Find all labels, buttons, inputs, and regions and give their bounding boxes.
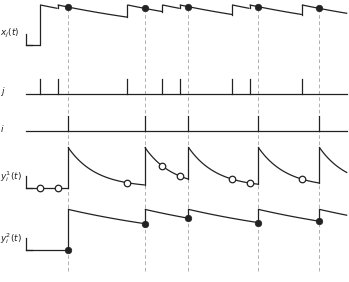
Text: $x_j(t)$: $x_j(t)$ [0, 27, 20, 40]
Point [55, 185, 60, 190]
Point [177, 174, 183, 178]
Point [65, 5, 71, 9]
Text: $j$: $j$ [0, 85, 6, 98]
Point [255, 5, 261, 9]
Point [247, 181, 252, 185]
Point [229, 177, 235, 181]
Point [317, 6, 322, 11]
Point [65, 247, 71, 252]
Text: $i$: $i$ [0, 123, 5, 134]
Point [186, 5, 191, 9]
Point [142, 6, 148, 11]
Point [186, 216, 191, 221]
Point [299, 177, 305, 181]
Point [37, 185, 43, 190]
Point [142, 221, 148, 226]
Point [317, 219, 322, 224]
Text: $y_i^1(t)$: $y_i^1(t)$ [0, 169, 22, 184]
Point [255, 220, 261, 225]
Text: $y_i^2(t)$: $y_i^2(t)$ [0, 231, 22, 246]
Point [125, 180, 130, 185]
Point [159, 164, 165, 168]
